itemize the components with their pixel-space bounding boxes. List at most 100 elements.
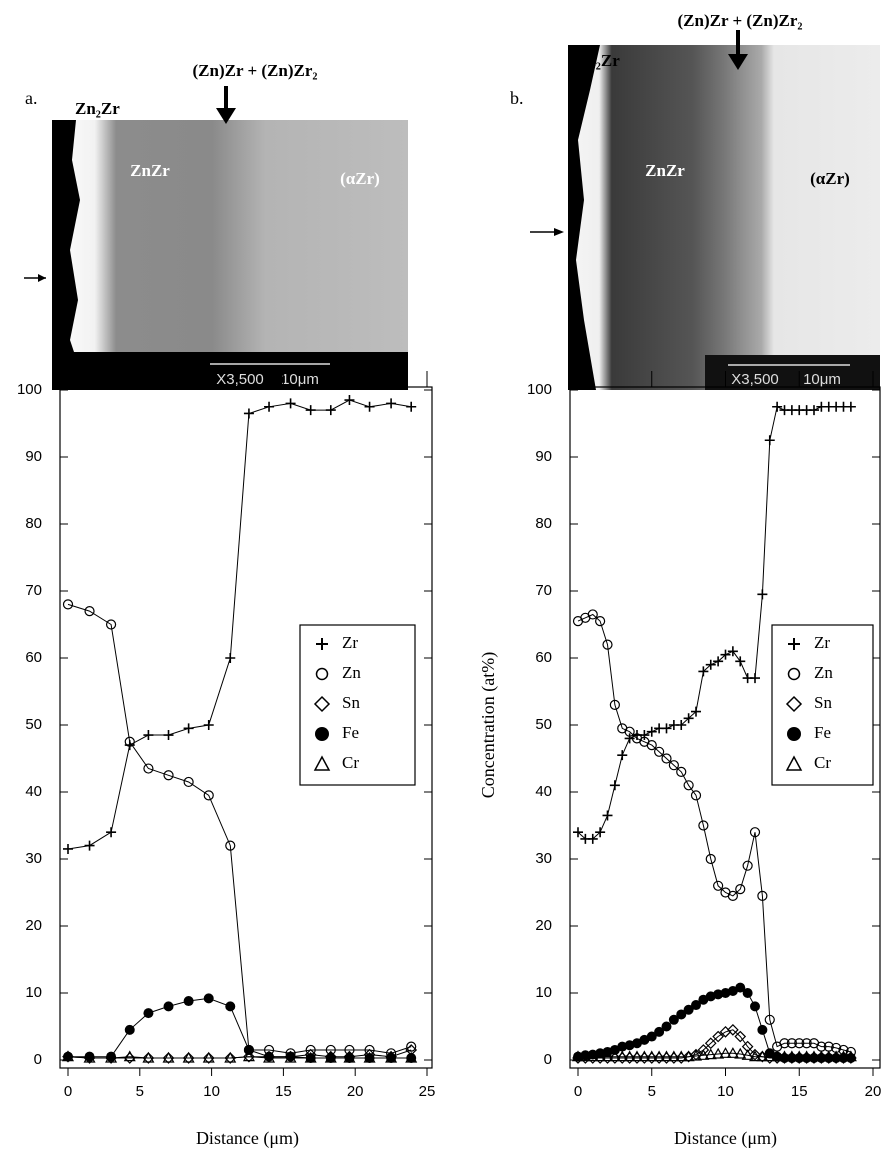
annotation: (Zn)Zr + (Zn)Zr₂ (193, 61, 318, 80)
x-tick-label: 5 (136, 1083, 144, 1100)
y-tick-label: 20 (25, 917, 42, 934)
y-tick-label: 40 (535, 783, 552, 800)
y-tick-label: 100 (527, 381, 552, 398)
marker (306, 405, 316, 415)
marker (610, 780, 620, 790)
marker (244, 408, 254, 418)
x-axis-label: Distance (μm) (674, 1128, 777, 1149)
annotation: 10μm (803, 371, 841, 388)
marker (365, 402, 375, 412)
legend-label: Fe (814, 723, 831, 742)
y-tick-label: 50 (535, 716, 552, 733)
annotation: Zn₂Zr (75, 99, 120, 118)
micrograph (530, 30, 880, 390)
x-tick-label: 5 (648, 1083, 656, 1100)
marker (750, 1001, 760, 1011)
y-tick-label: 90 (25, 448, 42, 465)
marker (63, 844, 73, 854)
panel-label: a. (25, 88, 38, 108)
x-tick-label: 15 (275, 1083, 292, 1100)
legend-label: Zn (814, 663, 833, 682)
marker (757, 1025, 767, 1035)
series-line (68, 998, 411, 1058)
annotation: ZnZr (645, 161, 685, 180)
legend-marker (787, 727, 801, 741)
marker (735, 656, 745, 666)
annotation: (αZr) (810, 169, 850, 188)
y-tick-label: 0 (544, 1051, 552, 1068)
annotation: (αZr) (340, 169, 380, 188)
series-line (68, 1057, 411, 1058)
y-axis-label: Concentration (at%) (478, 652, 499, 798)
annotation: X3,500 (216, 371, 264, 388)
marker (184, 723, 194, 733)
y-tick-label: 40 (25, 783, 42, 800)
marker (125, 1025, 135, 1035)
x-tick-label: 25 (419, 1083, 436, 1100)
legend-label: Zr (342, 633, 358, 652)
marker (225, 653, 235, 663)
y-tick-label: 80 (535, 515, 552, 532)
y-tick-label: 50 (25, 716, 42, 733)
y-tick-label: 30 (25, 850, 42, 867)
marker (164, 1001, 174, 1011)
marker (204, 993, 214, 1003)
marker (204, 720, 214, 730)
series-line (68, 1050, 411, 1058)
figure: a.Zn₂ZrZnZr(αZr)(Zn)Zr + (Zn)Zr₂X3,50010… (0, 0, 886, 1163)
marker (743, 988, 753, 998)
annotation: Zn₂Zr (575, 51, 620, 70)
marker (386, 398, 396, 408)
annotation: X3,500 (731, 371, 779, 388)
legend-label: Sn (342, 693, 360, 712)
panel-label: b. (510, 88, 524, 108)
marker (264, 402, 274, 412)
y-tick-label: 70 (535, 582, 552, 599)
marker (143, 730, 153, 740)
marker (143, 1008, 153, 1018)
annotation: (Zn)Zr + (Zn)Zr₂ (678, 11, 803, 30)
marker (846, 402, 856, 412)
marker (286, 398, 296, 408)
marker (757, 589, 767, 599)
y-tick-label: 80 (25, 515, 42, 532)
marker (617, 750, 627, 760)
marker (326, 405, 336, 415)
x-tick-label: 0 (574, 1083, 582, 1100)
x-axis-label: Distance (μm) (196, 1128, 299, 1149)
y-tick-label: 70 (25, 582, 42, 599)
marker (765, 435, 775, 445)
legend-label: Sn (814, 693, 832, 712)
marker (184, 996, 194, 1006)
marker (750, 673, 760, 683)
legend-label: Zn (342, 663, 361, 682)
micrograph (24, 86, 408, 390)
legend-label: Fe (342, 723, 359, 742)
y-tick-label: 60 (535, 649, 552, 666)
marker (603, 810, 613, 820)
legend-label: Cr (814, 753, 831, 772)
legend-marker (315, 727, 329, 741)
marker (164, 730, 174, 740)
marker (225, 1001, 235, 1011)
y-tick-label: 20 (535, 917, 552, 934)
legend-label: Zr (814, 633, 830, 652)
x-tick-label: 0 (64, 1083, 72, 1100)
x-tick-label: 10 (203, 1083, 220, 1100)
marker (184, 1053, 194, 1062)
marker (164, 1053, 174, 1062)
y-tick-label: 60 (25, 649, 42, 666)
marker (406, 402, 416, 412)
y-tick-label: 90 (535, 448, 552, 465)
x-tick-label: 20 (347, 1083, 364, 1100)
marker (344, 395, 354, 405)
y-tick-label: 0 (34, 1051, 42, 1068)
y-tick-label: 30 (535, 850, 552, 867)
marker (106, 827, 116, 837)
marker (204, 1053, 214, 1062)
marker (85, 841, 95, 851)
x-tick-label: 20 (865, 1083, 882, 1100)
marker (662, 1022, 672, 1032)
x-tick-label: 10 (717, 1083, 734, 1100)
marker (407, 1042, 416, 1051)
